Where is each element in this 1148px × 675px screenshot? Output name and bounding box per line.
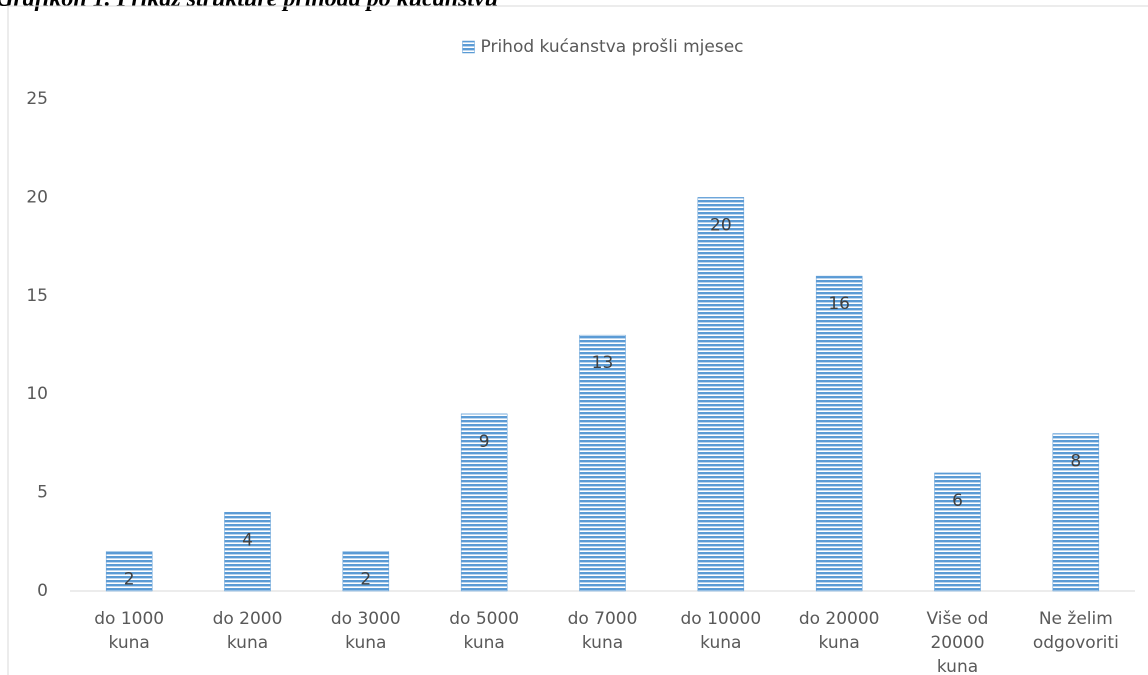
x-tick-label: do 7000 kuna <box>567 609 638 653</box>
data-label: 2 <box>360 570 371 590</box>
chart-frame <box>7 5 1148 675</box>
bar <box>934 472 981 592</box>
data-label: 13 <box>592 353 614 373</box>
data-label: 6 <box>952 491 963 511</box>
y-tick-label: 10 <box>26 384 48 404</box>
x-tick-label: Više od 20000 kuna <box>926 609 989 675</box>
data-label: 20 <box>710 215 732 235</box>
legend-label: Prihod kućanstva prošli mjesec <box>481 37 744 57</box>
bar <box>342 551 390 592</box>
x-tick-label: do 20000 kuna <box>798 609 880 653</box>
bar <box>105 551 153 592</box>
data-label: 2 <box>124 570 135 590</box>
y-tick-label: 25 <box>26 89 48 109</box>
y-tick-label: 15 <box>26 286 48 306</box>
x-tick-label: Ne želim odgovoriti <box>1032 609 1119 653</box>
bar <box>579 334 626 592</box>
x-tick-label: do 1000 kuna <box>94 609 165 653</box>
x-tick-label: do 5000 kuna <box>449 609 520 653</box>
y-tick-label: 20 <box>26 187 48 207</box>
legend-swatch <box>462 40 475 54</box>
x-tick-label: do 3000 kuna <box>330 609 401 653</box>
x-tick-label: do 10000 kuna <box>680 609 762 653</box>
bar <box>460 413 508 592</box>
bar <box>224 512 271 592</box>
y-tick-label: 5 <box>37 483 48 503</box>
y-tick-label: 0 <box>37 581 48 601</box>
data-label: 9 <box>479 432 490 452</box>
bar <box>815 275 863 592</box>
bar <box>1052 433 1100 592</box>
data-label: 8 <box>1070 452 1081 472</box>
data-label: 16 <box>828 294 850 314</box>
x-tick-label: do 2000 kuna <box>212 609 283 653</box>
bar <box>697 197 745 592</box>
data-label: 4 <box>242 530 253 550</box>
